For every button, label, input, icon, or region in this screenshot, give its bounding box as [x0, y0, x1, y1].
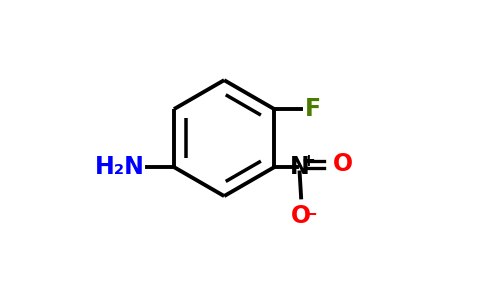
Text: −: − — [303, 204, 318, 222]
Text: H₂N: H₂N — [94, 155, 144, 179]
Text: O: O — [333, 152, 353, 176]
Text: N: N — [290, 155, 309, 179]
Text: O: O — [291, 204, 311, 228]
Text: +: + — [301, 152, 315, 169]
Text: F: F — [305, 97, 321, 121]
